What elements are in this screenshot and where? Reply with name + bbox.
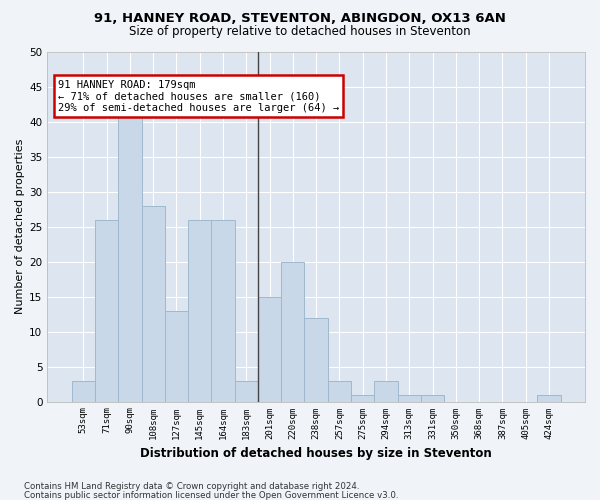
Bar: [304, 318, 328, 402]
Bar: [118, 108, 142, 402]
Text: Contains HM Land Registry data © Crown copyright and database right 2024.: Contains HM Land Registry data © Crown c…: [24, 482, 359, 491]
Text: 91, HANNEY ROAD, STEVENTON, ABINGDON, OX13 6AN: 91, HANNEY ROAD, STEVENTON, ABINGDON, OX…: [94, 12, 506, 26]
Bar: [165, 310, 188, 402]
Bar: [281, 262, 304, 402]
Bar: [421, 394, 444, 402]
Bar: [188, 220, 211, 402]
Bar: [142, 206, 165, 402]
Bar: [72, 380, 95, 402]
Y-axis label: Number of detached properties: Number of detached properties: [15, 139, 25, 314]
Bar: [398, 394, 421, 402]
Bar: [95, 220, 118, 402]
X-axis label: Distribution of detached houses by size in Steventon: Distribution of detached houses by size …: [140, 447, 492, 460]
Bar: [537, 394, 560, 402]
Text: Size of property relative to detached houses in Steventon: Size of property relative to detached ho…: [129, 25, 471, 38]
Text: 91 HANNEY ROAD: 179sqm
← 71% of detached houses are smaller (160)
29% of semi-de: 91 HANNEY ROAD: 179sqm ← 71% of detached…: [58, 80, 339, 112]
Bar: [211, 220, 235, 402]
Bar: [235, 380, 258, 402]
Bar: [351, 394, 374, 402]
Bar: [258, 296, 281, 402]
Bar: [328, 380, 351, 402]
Bar: [374, 380, 398, 402]
Text: Contains public sector information licensed under the Open Government Licence v3: Contains public sector information licen…: [24, 490, 398, 500]
